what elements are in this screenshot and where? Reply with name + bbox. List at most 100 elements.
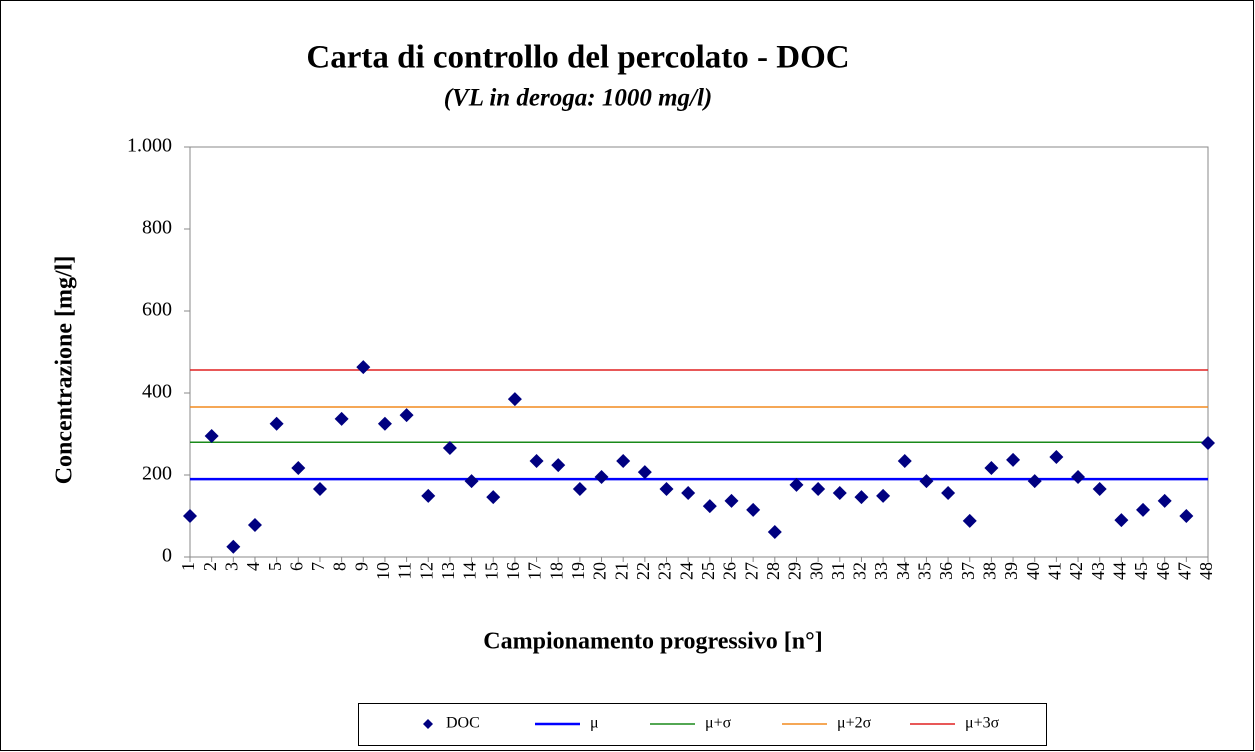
x-tick-label: 25 (698, 562, 718, 580)
data-point (1071, 470, 1086, 485)
data-point (811, 481, 826, 496)
data-point (659, 481, 674, 496)
data-point (421, 488, 436, 503)
data-point (269, 416, 284, 431)
x-tick-label: 19 (568, 562, 588, 580)
data-point (832, 486, 847, 501)
x-tick-label: 37 (958, 562, 978, 580)
data-point (1049, 449, 1064, 464)
data-point (464, 474, 479, 489)
x-tick-label: 3 (221, 562, 241, 571)
legend-marker (423, 719, 433, 729)
y-tick-label: 200 (142, 463, 172, 485)
data-point (919, 474, 934, 489)
x-tick-label: 23 (655, 562, 675, 580)
x-tick-label: 13 (438, 562, 458, 580)
x-tick-label: 9 (351, 562, 371, 571)
x-tick-label: 21 (611, 562, 631, 580)
data-point (377, 416, 392, 431)
x-tick-label: 33 (871, 562, 891, 580)
data-point (334, 411, 349, 426)
data-point (551, 458, 566, 473)
x-tick-label: 14 (460, 562, 480, 580)
data-point (1157, 493, 1172, 508)
x-tick-label: 6 (286, 562, 306, 571)
chart-title: Carta di controllo del percolato - DOC (306, 40, 849, 76)
x-tick-label: 7 (308, 562, 328, 571)
x-tick-label: 29 (785, 562, 805, 580)
data-point (724, 493, 739, 508)
x-tick-label: 38 (980, 562, 1000, 580)
data-point (984, 461, 999, 476)
data-point (897, 454, 912, 469)
x-tick-label: 20 (590, 562, 610, 580)
data-point (746, 502, 761, 517)
y-tick-label: 800 (142, 217, 172, 239)
data-point (442, 440, 457, 455)
y-tick-label: 0 (162, 545, 172, 567)
x-tick-label: 41 (1045, 562, 1065, 580)
y-tick-label: 400 (142, 381, 172, 403)
data-point (291, 461, 306, 476)
x-tick-label: 22 (633, 562, 653, 580)
legend-label: DOC (446, 715, 480, 732)
x-tick-label: 26 (720, 562, 740, 580)
data-point (226, 539, 241, 554)
x-tick-label: 1 (178, 562, 198, 571)
x-tick-label: 40 (1023, 562, 1043, 580)
x-tick-label: 45 (1131, 562, 1151, 580)
data-point (204, 429, 219, 444)
data-point (702, 499, 717, 514)
x-tick-label: 27 (741, 562, 761, 580)
chart-subtitle: (VL in deroga: 1000 mg/l) (444, 85, 713, 112)
data-point (1006, 452, 1021, 467)
legend-label: μ+2σ (837, 715, 872, 732)
x-tick-label: 32 (850, 562, 870, 580)
legend-label: μ+3σ (965, 715, 1000, 732)
data-point (507, 392, 522, 407)
data-point (637, 465, 652, 480)
x-tick-label: 12 (416, 562, 436, 580)
y-tick-label: 600 (142, 299, 172, 321)
x-tick-label: 18 (546, 562, 566, 580)
data-point (1201, 436, 1215, 451)
data-point (529, 454, 544, 469)
x-tick-label: 17 (525, 562, 545, 580)
data-point (183, 509, 197, 523)
x-tick-label: 42 (1066, 562, 1086, 580)
x-tick-label: 39 (1001, 562, 1021, 580)
y-tick-label: 1.000 (127, 135, 172, 157)
x-tick-label: 34 (893, 562, 913, 580)
legend-label: μ+σ (705, 715, 732, 732)
x-tick-label: 24 (676, 562, 696, 580)
x-tick-label: 16 (503, 562, 523, 580)
x-tick-label: 48 (1196, 562, 1216, 580)
x-axis-label: Campionamento progressivo [n°] (483, 629, 822, 655)
x-tick-label: 4 (243, 562, 263, 571)
data-point (1027, 474, 1042, 489)
x-tick-label: 36 (936, 562, 956, 580)
x-tick-label: 8 (330, 562, 350, 571)
data-point (876, 488, 891, 503)
x-tick-label: 5 (265, 562, 285, 571)
data-point (767, 524, 782, 539)
data-point (789, 477, 804, 492)
data-point (681, 486, 696, 501)
data-point (616, 454, 631, 469)
data-point (399, 408, 414, 423)
x-tick-label: 10 (373, 562, 393, 580)
data-point (356, 360, 371, 375)
x-tick-label: 35 (915, 562, 935, 580)
data-point (594, 470, 609, 485)
data-point (1136, 502, 1151, 517)
x-tick-label: 15 (481, 562, 501, 580)
x-tick-label: 28 (763, 562, 783, 580)
data-point (247, 518, 262, 533)
data-point (854, 490, 869, 505)
x-tick-label: 11 (395, 562, 415, 579)
x-tick-label: 31 (828, 562, 848, 580)
data-point (962, 513, 977, 528)
x-tick-label: 44 (1109, 562, 1129, 580)
data-point (1114, 513, 1129, 528)
